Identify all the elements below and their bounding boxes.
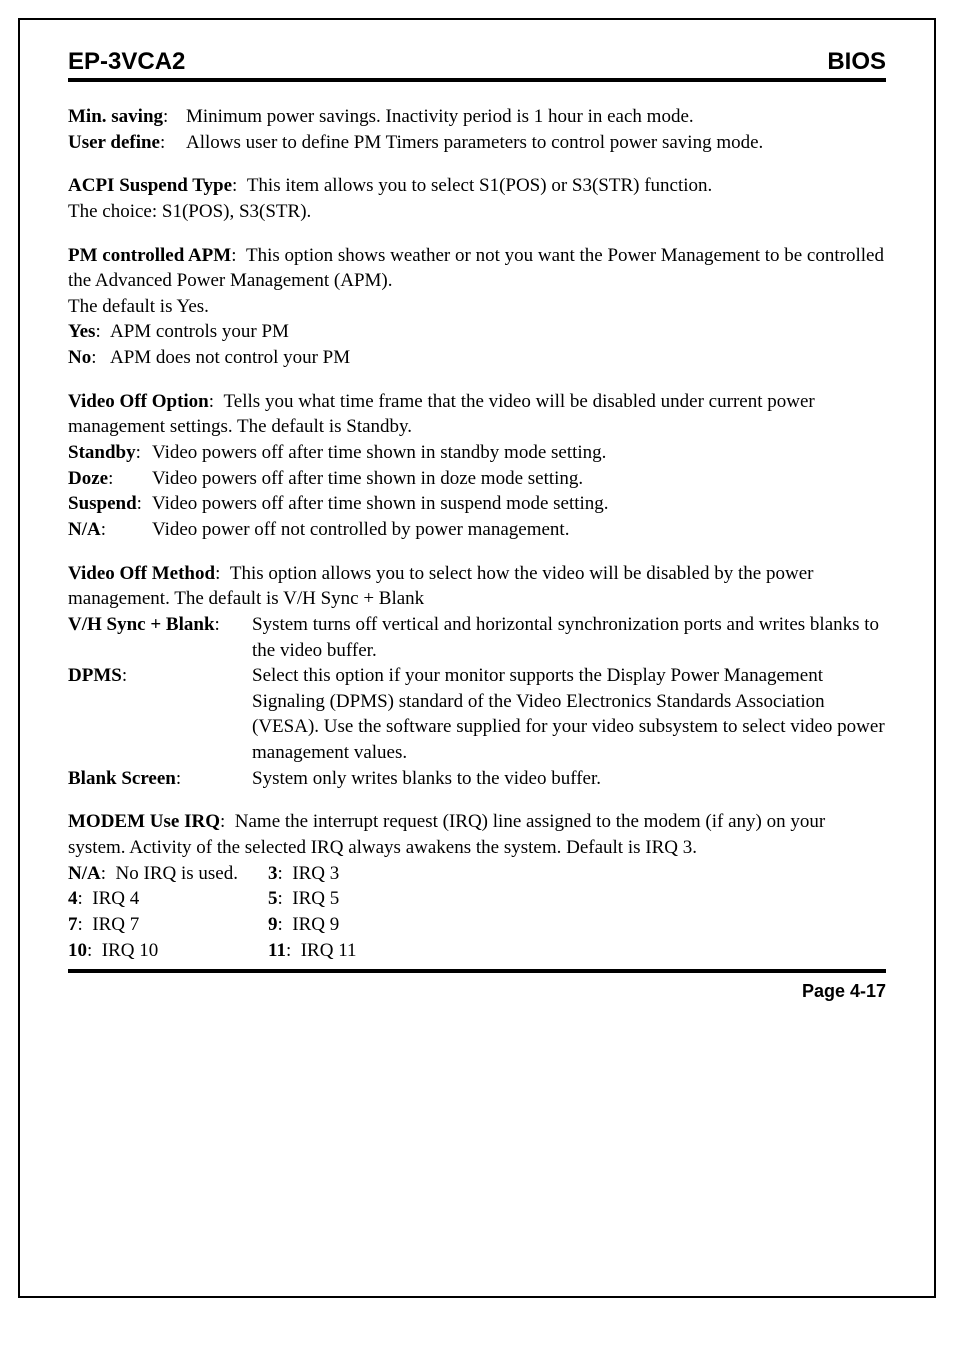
irq-row: N/A: No IRQ is used. 3: IRQ 3 [68, 861, 886, 887]
irq-l1: 4 [68, 888, 78, 909]
acpi-text: This item allows you to select S1(POS) o… [247, 175, 712, 196]
irq-row: 4: IRQ 4 5: IRQ 5 [68, 886, 886, 912]
colon: : [108, 468, 113, 489]
colon: : [78, 914, 83, 935]
voo-doze-label: Doze [68, 468, 108, 489]
vom-vh-text: System turns off vertical and horizontal… [252, 612, 886, 663]
colon: : [163, 106, 168, 127]
acpi-choice: The choice: S1(POS), S3(STR). [68, 199, 886, 225]
colon: : [220, 811, 225, 832]
irq-r2: IRQ 9 [292, 914, 339, 935]
header-left: EP-3VCA2 [68, 48, 185, 76]
min-saving-label: Min. saving [68, 106, 163, 127]
colon: : [231, 245, 236, 266]
pm-apm-no-text: APM does not control your PM [110, 345, 886, 371]
user-define-label: User define [68, 132, 160, 153]
user-define-text: Allows user to define PM Timers paramete… [186, 130, 886, 156]
colon: : [95, 321, 100, 342]
vom-dpms-text: Select this option if your monitor suppo… [252, 663, 886, 766]
colon: : [286, 940, 291, 961]
modem-irq-block: MODEM Use IRQ: Name the interrupt reques… [68, 809, 886, 963]
page-content: Min. saving: Minimum power savings. Inac… [68, 104, 886, 1004]
colon: : [215, 614, 220, 635]
page-frame: EP-3VCA2 BIOS Min. saving: Minimum power… [18, 18, 936, 1298]
pm-apm-block: PM controlled APM: This option shows wea… [68, 243, 886, 371]
voo-standby-text: Video powers off after time shown in sta… [152, 440, 886, 466]
irq-l2: IRQ 7 [92, 914, 139, 935]
colon: : [278, 914, 283, 935]
irq-l1: 10 [68, 940, 87, 961]
vom-blank-text: System only writes blanks to the video b… [252, 766, 886, 792]
irq-row: 7: IRQ 7 9: IRQ 9 [68, 912, 886, 938]
video-off-method-block: Video Off Method: This option allows you… [68, 561, 886, 792]
page-header: EP-3VCA2 BIOS [68, 48, 886, 82]
irq-l2: IRQ 4 [92, 888, 139, 909]
irq-l1: N/A [68, 863, 101, 884]
pm-apm-default: The default is Yes. [68, 294, 886, 320]
colon: : [78, 888, 83, 909]
colon: : [91, 347, 96, 368]
voo-label: Video Off Option [68, 391, 209, 412]
colon: : [209, 391, 214, 412]
voo-standby-label: Standby [68, 442, 136, 463]
vom-dpms-label: DPMS [68, 665, 122, 686]
colon: : [176, 768, 181, 789]
irq-l1: 7 [68, 914, 78, 935]
irq-r2: IRQ 5 [292, 888, 339, 909]
acpi-block: ACPI Suspend Type: This item allows you … [68, 173, 886, 224]
colon: : [101, 863, 106, 884]
irq-row: 10: IRQ 10 11: IRQ 11 [68, 938, 886, 964]
voo-doze-text: Video powers off after time shown in doz… [152, 466, 886, 492]
pm-apm-yes-text: APM controls your PM [110, 319, 886, 345]
irq-r2: IRQ 11 [301, 940, 357, 961]
irq-l2: No IRQ is used. [116, 863, 238, 884]
colon: : [101, 519, 106, 540]
irq-r1: 3 [268, 863, 278, 884]
header-right: BIOS [827, 48, 886, 76]
footer-rule [68, 969, 886, 973]
vom-label: Video Off Method [68, 563, 215, 584]
colon: : [215, 563, 220, 584]
voo-suspend-label: Suspend [68, 493, 137, 514]
min-saving-block: Min. saving: Minimum power savings. Inac… [68, 104, 886, 155]
irq-r1: 11 [268, 940, 286, 961]
video-off-option-block: Video Off Option: Tells you what time fr… [68, 389, 886, 543]
colon: : [278, 888, 283, 909]
colon: : [232, 175, 237, 196]
vom-vh-label: V/H Sync + Blank [68, 614, 215, 635]
colon: : [137, 493, 142, 514]
page-number: Page 4-17 [68, 979, 886, 1003]
irq-r1: 5 [268, 888, 278, 909]
voo-na-text: Video power off not controlled by power … [152, 517, 886, 543]
colon: : [87, 940, 92, 961]
modem-irq-label: MODEM Use IRQ [68, 811, 220, 832]
colon: : [160, 132, 165, 153]
colon: : [122, 665, 127, 686]
min-saving-text: Minimum power savings. Inactivity period… [186, 104, 886, 130]
irq-r1: 9 [268, 914, 278, 935]
voo-suspend-text: Video powers off after time shown in sus… [152, 491, 886, 517]
colon: : [136, 442, 141, 463]
pm-apm-label: PM controlled APM [68, 245, 231, 266]
acpi-label: ACPI Suspend Type [68, 175, 232, 196]
pm-apm-yes-label: Yes [68, 321, 95, 342]
voo-na-label: N/A [68, 519, 101, 540]
vom-blank-label: Blank Screen [68, 768, 176, 789]
colon: : [278, 863, 283, 884]
irq-r2: IRQ 3 [292, 863, 339, 884]
irq-l2: IRQ 10 [102, 940, 158, 961]
pm-apm-no-label: No [68, 347, 91, 368]
